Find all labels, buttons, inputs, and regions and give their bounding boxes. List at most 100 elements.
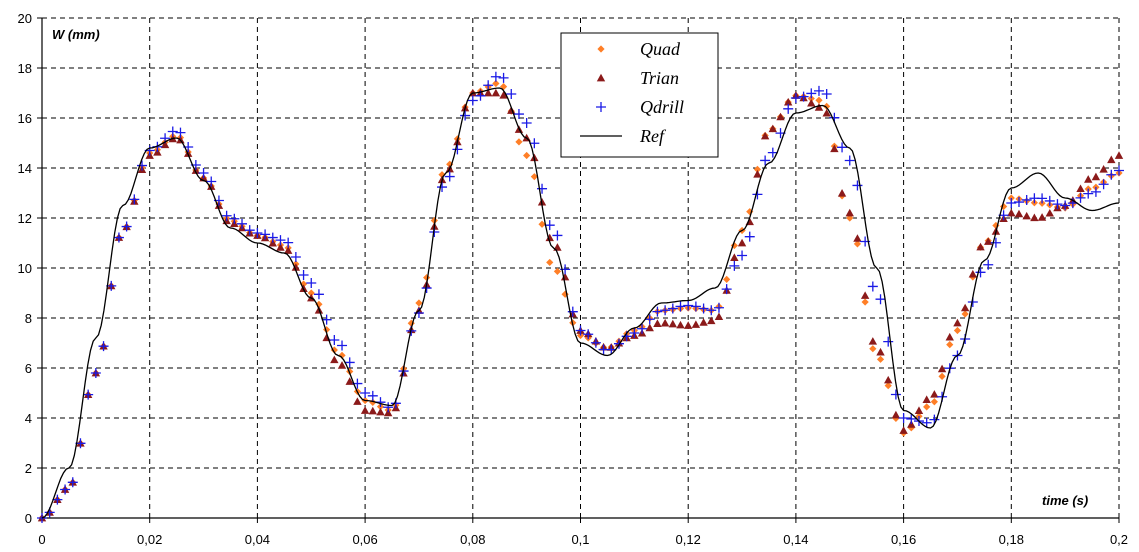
data-point (653, 319, 662, 327)
legend-item-quad: Quad (597, 39, 681, 59)
data-point (783, 103, 794, 114)
x-tick-label: 0,14 (783, 532, 808, 547)
data-point (513, 109, 524, 120)
data-point (499, 82, 508, 91)
data-point (537, 183, 548, 194)
data-point (60, 484, 71, 495)
data-point (530, 173, 538, 181)
data-point (814, 103, 824, 111)
data-point (575, 325, 586, 336)
ref-line (41, 87, 1120, 519)
data-point (1006, 198, 1017, 208)
data-point (906, 413, 917, 424)
data-point (899, 426, 908, 434)
data-point (853, 234, 862, 242)
data-point (153, 148, 162, 156)
data-point (706, 305, 717, 316)
data-point (267, 232, 278, 243)
data-point (822, 108, 831, 117)
data-point (907, 420, 916, 428)
data-point (776, 112, 785, 121)
data-point (276, 243, 285, 251)
data-point (961, 310, 969, 318)
legend-item-ref: Ref (580, 126, 667, 146)
data-point (337, 340, 348, 351)
x-tick-label: 0,2 (1110, 532, 1128, 547)
data-point (321, 314, 332, 325)
legend-label: Quad (640, 39, 681, 59)
data-point (260, 229, 271, 240)
data-point (229, 213, 240, 224)
legend-label: Ref (639, 126, 667, 146)
data-point (821, 88, 832, 99)
data-point (806, 88, 817, 99)
data-point (206, 176, 217, 187)
legend-item-trian: Trian (596, 68, 679, 88)
data-point (707, 316, 716, 325)
data-point (760, 131, 770, 140)
data-point (583, 329, 594, 340)
data-point (930, 390, 939, 398)
data-point (315, 300, 323, 308)
data-point (237, 218, 248, 229)
data-point (930, 398, 938, 406)
legend-label: Trian (640, 68, 679, 88)
data-point (823, 102, 831, 110)
data-point (684, 321, 693, 329)
y-tick-label: 0 (25, 511, 32, 526)
data-point (113, 232, 124, 243)
data-point (67, 477, 78, 488)
data-point (667, 303, 678, 314)
data-point (737, 238, 747, 247)
data-point (753, 170, 762, 178)
data-point (861, 298, 869, 306)
data-point (875, 294, 886, 305)
data-point (652, 306, 663, 317)
data-point (876, 355, 885, 363)
data-point (560, 272, 570, 281)
data-point (1013, 197, 1024, 208)
data-point (729, 260, 740, 271)
data-point (460, 110, 471, 121)
data-point (660, 318, 670, 327)
data-point (360, 406, 370, 414)
data-point (890, 389, 901, 400)
x-tick-label: 0,04 (245, 532, 270, 547)
data-point (845, 208, 854, 217)
data-point (383, 402, 394, 413)
data-point (938, 372, 946, 380)
y-tick-label: 8 (25, 311, 32, 326)
data-point (953, 326, 962, 335)
data-point (167, 126, 178, 137)
data-point (968, 269, 978, 278)
data-point (506, 88, 517, 99)
data-point (976, 242, 985, 251)
data-point (283, 246, 293, 254)
data-point (644, 314, 655, 325)
data-point (221, 210, 232, 221)
data-point (884, 375, 893, 384)
data-point (767, 147, 778, 158)
data-point (744, 231, 755, 242)
data-point (1037, 193, 1048, 204)
data-point (790, 93, 801, 103)
data-point (544, 220, 555, 231)
data-point (1107, 155, 1116, 164)
data-point (844, 155, 855, 166)
data-point (629, 328, 640, 338)
data-point (1014, 209, 1024, 218)
data-point (330, 355, 339, 364)
data-point (660, 305, 671, 316)
series-layer (37, 71, 1124, 523)
data-point (337, 361, 347, 369)
data-point (515, 138, 523, 146)
x-tick-label: 0,12 (676, 532, 701, 547)
data-point (467, 95, 478, 106)
data-point (368, 406, 377, 415)
data-point (360, 388, 371, 398)
x-tick-label: 0,1 (571, 532, 589, 547)
data-point (552, 230, 563, 241)
data-point (837, 142, 848, 153)
axes (37, 17, 1120, 523)
